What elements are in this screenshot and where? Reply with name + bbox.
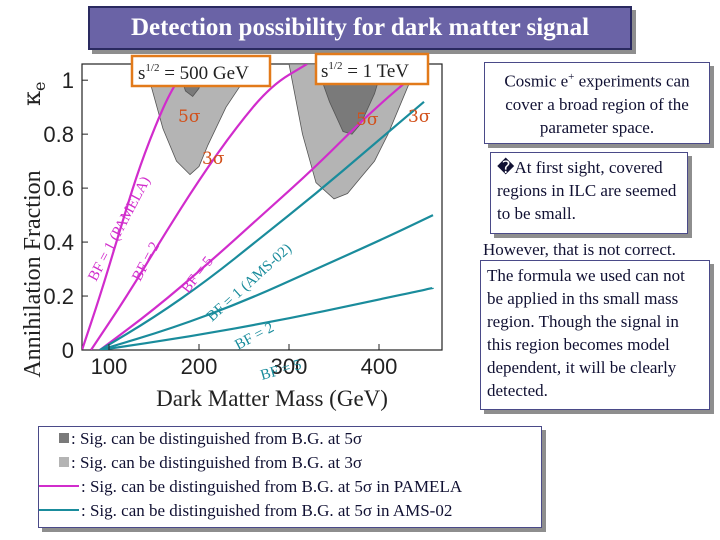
legend-row-3sigma: : Sig. can be distinguished from B.G. at… (59, 453, 362, 477)
legend-row-5sigma: : Sig. can be distinguished from B.G. at… (59, 429, 362, 453)
y-tick-label-5: 1 (62, 68, 74, 93)
sigma-label-500-5: 5σ (178, 107, 201, 127)
note-however-line: However, that is not correct. (483, 240, 713, 262)
legend-text-ams: : Sig. can be distinguished from B.G. at… (81, 501, 453, 520)
y-tick-label-2: 0.4 (43, 230, 74, 255)
y-axis-symbol: κe (18, 82, 49, 106)
y-axis-label: Annihilation Fraction (20, 170, 46, 377)
curve-2 (99, 65, 426, 350)
curve-5 (99, 286, 435, 350)
sigma-label-1tev-3: 3σ (408, 107, 431, 127)
ams-line-swatch (39, 509, 79, 511)
x-tick-label-2: 300 (271, 354, 308, 379)
pamela-line-swatch (39, 485, 79, 487)
energy-box-500: s1/2 = 500 GeV (130, 54, 272, 88)
note2-bullet: � (497, 158, 515, 177)
note-formula: The formula we used can not be applied i… (480, 260, 710, 410)
legend: : Sig. can be distinguished from B.G. at… (38, 426, 542, 528)
curve-1 (90, 64, 308, 350)
curve-4 (99, 214, 434, 350)
y-ticks-group: 0 0.2 0.4 0.6 0.8 1 (43, 68, 88, 363)
x-tick-label-1: 200 (181, 354, 218, 379)
x-tick-label-0: 100 (91, 354, 128, 379)
legend-row-ams: : Sig. can be distinguished from B.G. at… (39, 501, 452, 525)
y-tick-label-3: 0.6 (43, 176, 74, 201)
dark-gray-swatch (59, 433, 69, 443)
note-cosmic-experiments: Cosmic e+ experiments can cover a broad … (484, 62, 710, 144)
x-axis-label: Dark Matter Mass (GeV) (156, 386, 388, 411)
sigma-label-500-3: 3σ (202, 149, 225, 169)
note2-text: At first sight, covered regions in ILC a… (497, 158, 677, 223)
x-tick-label-3: 400 (361, 354, 398, 379)
slide-title: Detection possibility for dark matter si… (88, 6, 632, 50)
legend-text-3sigma: : Sig. can be distinguished from B.G. at… (71, 453, 363, 472)
note3-text: The formula we used can not be applied i… (487, 266, 685, 400)
legend-text-pamela: : Sig. can be distinguished from B.G. at… (81, 477, 463, 496)
legend-text-5sigma: : Sig. can be distinguished from B.G. at… (71, 429, 363, 448)
energy-label-1tev: s1/2 = 1 TeV (321, 60, 409, 82)
note-first-sight: �At first sight, covered regions in ILC … (490, 152, 688, 234)
y-axis-label-group: Annihilation Fraction (20, 170, 46, 377)
chart: 100 200 300 400 00.20.40.60.81 BF = 1 (PAME… (18, 52, 443, 411)
y-tick-label-4: 0.8 (43, 122, 74, 147)
note1-rest: experiments can cover a broad region of … (505, 71, 690, 137)
light-gray-swatch (59, 457, 69, 467)
y-tick-label-0: 0 (62, 338, 74, 363)
sigma-label-1tev-5: 5σ (356, 110, 379, 130)
y-axis-symbol-group: κe (18, 82, 49, 106)
curve-label-1: BF = 2 (129, 239, 163, 283)
curve-labels-group: BF = 1 (PAMELA)BF = 2 BF = 5BF = 1 (AMS-0… (85, 174, 303, 384)
note1-sup: + (568, 71, 575, 83)
energy-label-500: s1/2 = 500 GeV (138, 62, 249, 84)
curve-label-2: BF = 5 (179, 254, 217, 297)
curve-3 (99, 100, 425, 350)
curves-group (82, 64, 435, 350)
y-tick-label-1: 0.2 (43, 284, 74, 309)
x-ticks-group: 100 200 300 400 (91, 344, 398, 379)
note1-line1: Cosmic e (504, 71, 569, 91)
curve-label-3: BF = 1 (AMS-02) (204, 241, 295, 325)
legend-row-pamela: : Sig. can be distinguished from B.G. at… (39, 477, 462, 501)
energy-box-1tev: s1/2 = 1 TeV (314, 52, 430, 86)
